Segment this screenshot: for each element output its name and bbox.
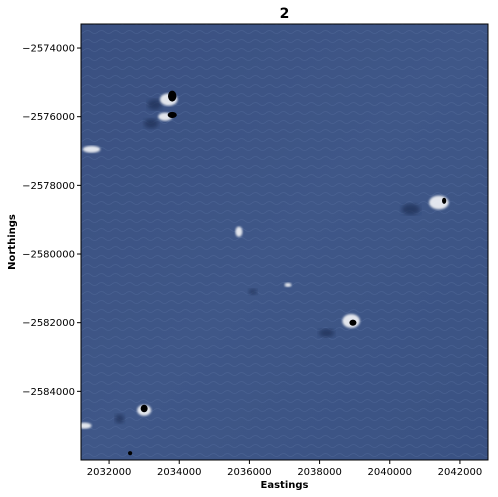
- white-cloud-14: [284, 282, 292, 287]
- black-blob-18: [349, 319, 357, 326]
- image-features: [81, 90, 449, 456]
- y-tick-label: −2582000: [22, 318, 75, 329]
- y-tick-label: −2578000: [22, 181, 75, 192]
- plot-frame: [80, 23, 489, 461]
- x-tick-label: 2036000: [227, 467, 272, 478]
- white-cloud-8: [82, 145, 101, 153]
- shadow-5: [248, 289, 258, 295]
- y-tick-label: −2574000: [22, 44, 75, 55]
- x-axis-label: Eastings: [261, 480, 309, 491]
- wave-texture: [81, 24, 488, 460]
- black-blob-15: [168, 90, 177, 102]
- y-axis-label: Northings: [7, 214, 18, 270]
- x-tick-label: 2034000: [157, 467, 202, 478]
- y-tick-label: −2580000: [22, 250, 75, 261]
- shadow-0: [147, 99, 162, 110]
- white-cloud-10: [235, 226, 243, 237]
- shadow-2: [401, 203, 420, 215]
- shadow-4: [115, 414, 125, 424]
- white-cloud-13: [81, 422, 92, 429]
- x-axis: 2032000 2034000 2036000 2038000 2040000 20420…: [87, 460, 482, 478]
- y-tick-label: −2584000: [22, 387, 75, 398]
- black-blob-17: [442, 197, 447, 204]
- y-tick-label: −2576000: [22, 112, 75, 123]
- x-tick-label: 2038000: [297, 467, 342, 478]
- black-blob-20: [128, 451, 133, 456]
- x-tick-label: 2042000: [438, 467, 483, 478]
- black-blob-16: [167, 111, 177, 119]
- plot-area: [81, 24, 488, 460]
- x-tick-label: 2040000: [367, 467, 412, 478]
- x-tick-label: 2032000: [87, 467, 132, 478]
- shadow-3: [318, 328, 335, 338]
- chart-title: 2: [280, 6, 290, 22]
- shadow-1: [144, 118, 159, 129]
- y-axis: −2574000 −2576000 −2578000 −2580000 −2582000…: [22, 44, 81, 398]
- black-blob-19: [140, 404, 148, 413]
